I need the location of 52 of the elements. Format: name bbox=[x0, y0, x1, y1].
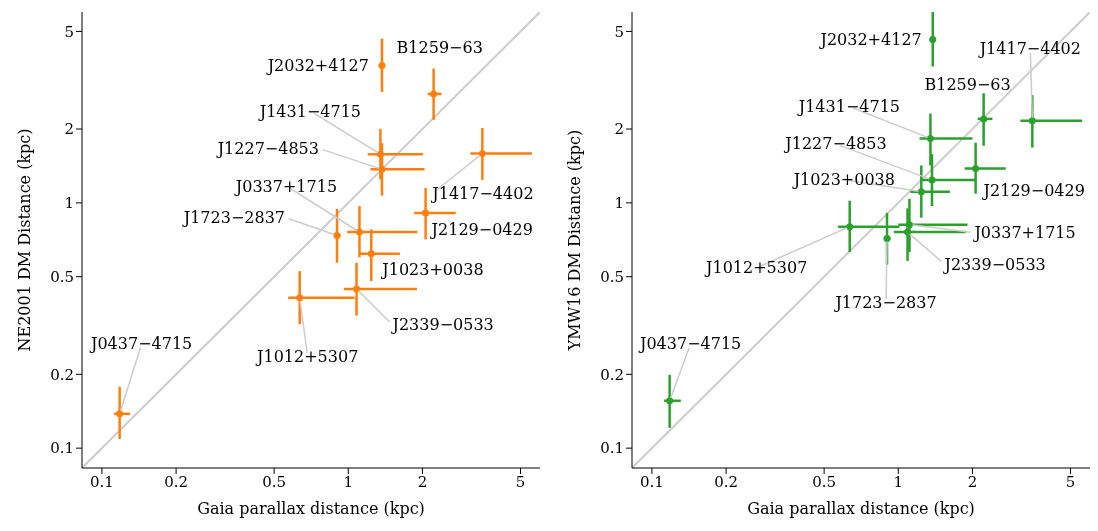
annotation: J1023+0038 bbox=[791, 170, 895, 190]
x-axis-title: Gaia parallax distance (kpc) bbox=[747, 499, 975, 518]
y-tick-label: 0.1 bbox=[600, 439, 624, 458]
y-tick-label: 5 bbox=[614, 22, 624, 41]
annotation: J1227−4853 bbox=[215, 138, 319, 158]
annotation: B1259−63 bbox=[396, 38, 483, 58]
x-tick-label: 2 bbox=[417, 472, 428, 491]
annotation: J2032+4127 bbox=[818, 30, 922, 50]
annotation: J1417−4402 bbox=[430, 183, 534, 203]
y-axis-title: NE2001 DM Distance (kpc) bbox=[14, 128, 34, 352]
x-tick-label: 0.1 bbox=[90, 472, 114, 491]
y-tick-label: 0.2 bbox=[600, 365, 624, 384]
x-tick-label: 1 bbox=[343, 472, 354, 491]
annotation: J0337+1715 bbox=[972, 223, 1076, 243]
annotation: J0337+1715 bbox=[233, 176, 338, 196]
annotation: J1012+5307 bbox=[255, 347, 359, 367]
y-tick-label: 2 bbox=[64, 120, 74, 139]
annotation: J1023+0038 bbox=[380, 260, 484, 280]
y-axis-title: YMW16 DM Distance (kpc) bbox=[564, 129, 584, 352]
y-tick-label: 1 bbox=[64, 194, 74, 213]
y-tick-label: 0.1 bbox=[50, 439, 74, 458]
annotation: J0437−4715 bbox=[638, 334, 742, 354]
annotation: J1431−4715 bbox=[796, 96, 901, 116]
annotation: J0437−4715 bbox=[89, 334, 193, 354]
x-tick-label: 5 bbox=[515, 472, 526, 491]
annotation: J1227−4853 bbox=[783, 134, 887, 154]
x-tick-label: 1 bbox=[893, 472, 904, 491]
annotation: J2339−0533 bbox=[942, 254, 1046, 274]
y-tick-label: 1 bbox=[614, 194, 624, 213]
annotation: J2129−0429 bbox=[981, 181, 1085, 201]
y-tick-label: 0.2 bbox=[50, 365, 74, 384]
x-tick-label: 0.5 bbox=[262, 472, 287, 491]
x-tick-label: 0.2 bbox=[164, 472, 189, 491]
y-tick-label: 0.5 bbox=[600, 268, 624, 287]
y-tick-label: 5 bbox=[64, 22, 74, 41]
x-axis-title: Gaia parallax distance (kpc) bbox=[197, 499, 425, 518]
annotation: J1723−2837 bbox=[833, 292, 937, 312]
x-tick-label: 0.5 bbox=[812, 472, 837, 491]
y-tick-label: 0.5 bbox=[50, 268, 74, 287]
annotation: J1431−4715 bbox=[257, 101, 362, 121]
x-tick-label: 2 bbox=[967, 472, 978, 491]
annotation: J1723−2837 bbox=[181, 208, 286, 228]
annotation: J2339−0533 bbox=[390, 315, 494, 335]
x-tick-label: 5 bbox=[1065, 472, 1076, 491]
annotation: J1012+5307 bbox=[704, 258, 808, 278]
annotation: J1417−4402 bbox=[977, 39, 1081, 59]
annotation: J2032+4127 bbox=[265, 56, 369, 76]
y-tick-label: 2 bbox=[614, 120, 624, 139]
x-tick-label: 0.2 bbox=[714, 472, 739, 491]
x-tick-label: 0.1 bbox=[640, 472, 664, 491]
annotation: B1259−63 bbox=[924, 75, 1011, 95]
annotation: J2129−0429 bbox=[429, 220, 533, 240]
